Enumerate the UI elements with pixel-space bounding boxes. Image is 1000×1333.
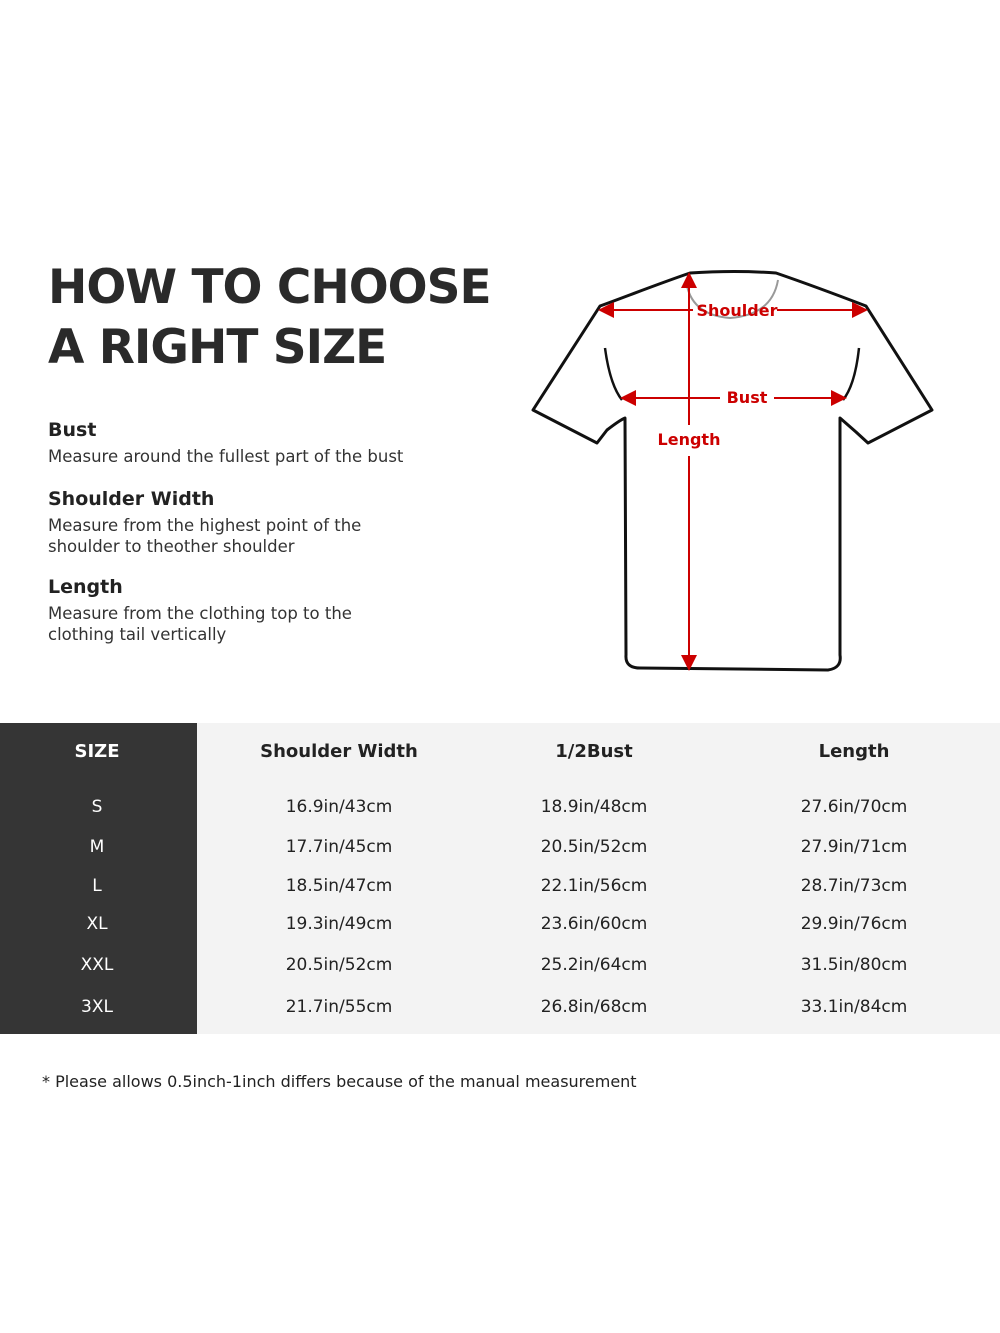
title-line-1: HOW TO CHOOSE [48,260,492,315]
table-cell: 27.9in/71cm [800,837,908,857]
column-header: Length [818,741,890,762]
footnote: * Please allows 0.5inch-1inch differs be… [42,1072,637,1091]
table-cell: 16.9in/43cm [285,797,393,817]
term: Shoulder Width [48,488,215,510]
table-cell: 19.3in/49cm [285,914,393,934]
title-line-2: A RIGHT SIZE [48,320,387,375]
size-label: 3XL [81,997,113,1017]
shoulder-label: Shoulder [697,301,778,320]
size-column [0,723,197,1034]
page-title: HOW TO CHOOSE A RIGHT SIZE [48,258,492,378]
definition-bust: Bust Measure around the fullest part of … [48,418,403,467]
table-cell: 25.2in/64cm [540,955,648,975]
table-cell: 23.6in/60cm [540,914,648,934]
tshirt-diagram: Shoulder Bust Length [531,270,934,672]
size-label: XL [86,914,108,934]
table-cell: 20.5in/52cm [540,837,648,857]
size-label: L [92,876,102,896]
description: Measure from the highest point of the sho… [48,516,362,556]
tshirt-outline [531,270,934,672]
collar [685,279,779,320]
description: Measure from the clothing top to the clot… [48,604,352,644]
table-cell: 29.9in/76cm [800,914,908,934]
size-table: SIZE Shoulder Width 1/2Bust Length S 16.9in/4… [0,723,1000,1034]
size-label: M [89,837,105,857]
term: Length [48,576,123,598]
length-label: Length [658,430,721,449]
table-cell: 21.7in/55cm [285,997,393,1017]
column-header: Shoulder Width [260,741,418,762]
table-cell: 20.5in/52cm [285,955,393,975]
column-header: 1/2Bust [555,741,633,762]
table-cell: 22.1in/56cm [540,876,648,896]
table-cell: 26.8in/68cm [540,997,648,1017]
table-cell: 18.9in/48cm [540,797,648,817]
bust-label: Bust [727,388,768,407]
size-label: S [91,797,103,817]
table-cell: 28.7in/73cm [800,876,908,896]
size-label: XXL [80,955,114,975]
table-cell: 18.5in/47cm [285,876,393,896]
description: Measure around the fullest part of the b… [48,447,404,466]
table-cell: 17.7in/45cm [285,837,393,857]
table-cell: 31.5in/80cm [800,955,908,975]
column-header: SIZE [74,741,120,762]
term: Bust [48,419,97,441]
table-cell: 27.6in/70cm [800,797,908,817]
definition-length: Length Measure from the clothing top to … [48,575,352,645]
definition-shoulder-width: Shoulder Width Measure from the highest … [48,487,361,557]
table-cell: 33.1in/84cm [800,997,908,1017]
